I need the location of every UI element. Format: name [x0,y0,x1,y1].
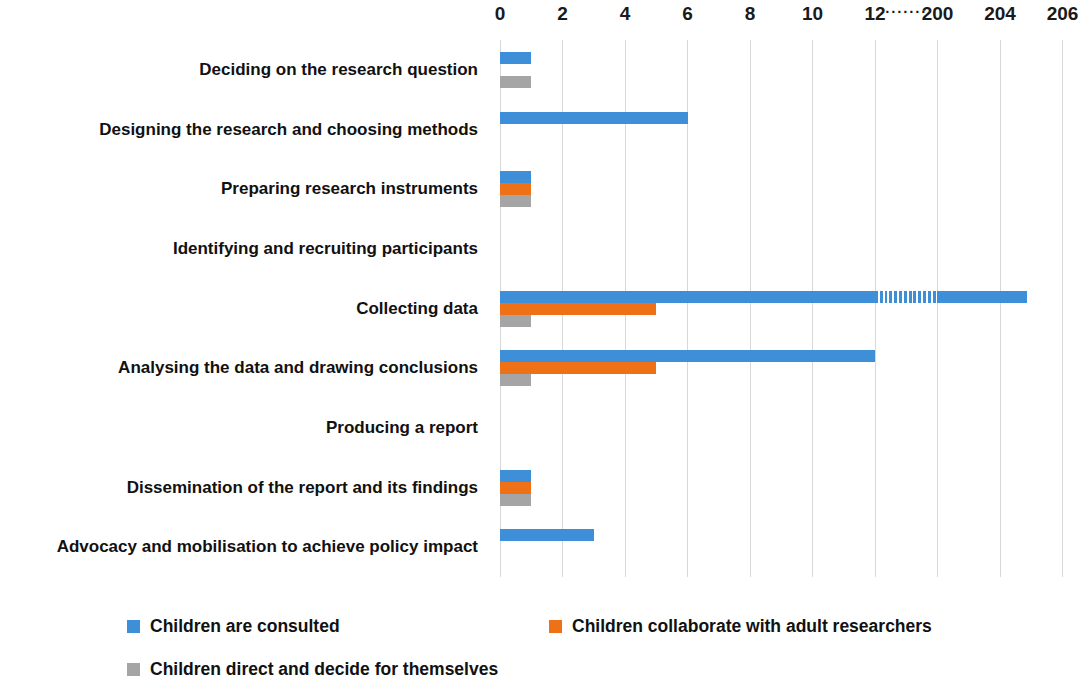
legend-swatch-orange [549,620,562,633]
axis-tick-label: 0 [495,2,506,26]
category-label: Dissemination of the report and its find… [0,476,478,500]
category-label: Designing the research and choosing meth… [0,118,478,142]
gridline [1062,40,1063,577]
category-label: Analysing the data and drawing conclusio… [0,356,478,380]
legend-swatch-blue [127,620,140,633]
axis-tick-label: 204 [984,2,1016,26]
legend-swatch-gray [127,663,140,676]
axis-break-dashes [875,291,938,303]
gridline [1000,40,1001,577]
axis-tick-label: 2 [557,2,568,26]
legend-label: Children direct and decide for themselve… [150,661,498,677]
axis-tick-label: 6 [682,2,693,26]
bar-consulted [500,171,531,183]
bar-consulted [500,112,688,124]
bar-consulted [500,470,531,482]
bar-collaborate [500,482,531,494]
legend-item-consulted: Children are consulted [127,618,340,634]
gridline [750,40,751,577]
axis-tick-label: 8 [745,2,756,26]
gridline [937,40,938,577]
legend-label: Children collaborate with adult research… [572,618,932,634]
grouped-bar-chart-figure: 024681012200204206·······Deciding on the… [0,0,1084,686]
bar-consulted [500,291,1027,303]
bar-direct [500,374,531,386]
category-label: Identifying and recruiting participants [0,237,478,261]
axis-tick-label: 4 [620,2,631,26]
bar-collaborate [500,303,656,315]
category-label: Producing a report [0,416,478,440]
bar-consulted [500,350,875,362]
category-label: Collecting data [0,297,478,321]
axis-tick-label: 206 [1047,2,1079,26]
bar-direct [500,315,531,327]
axis-tick-label: 10 [802,2,823,26]
axis-break-dots: ······· [885,0,927,24]
legend-item-direct: Children direct and decide for themselve… [127,661,498,677]
bar-collaborate [500,183,531,195]
gridline [875,40,876,577]
legend-label: Children are consulted [150,618,340,634]
bar-consulted [500,529,594,541]
bar-consulted [500,52,531,64]
bar-collaborate [500,362,656,374]
category-label: Deciding on the research question [0,58,478,82]
gridline [812,40,813,577]
axis-tick-label: 12 [864,2,885,26]
bar-direct [500,195,531,207]
legend-item-collaborate: Children collaborate with adult research… [549,618,932,634]
category-label: Preparing research instruments [0,177,478,201]
bar-direct [500,494,531,506]
bar-direct [500,76,531,88]
category-label: Advocacy and mobilisation to achieve pol… [0,535,478,559]
